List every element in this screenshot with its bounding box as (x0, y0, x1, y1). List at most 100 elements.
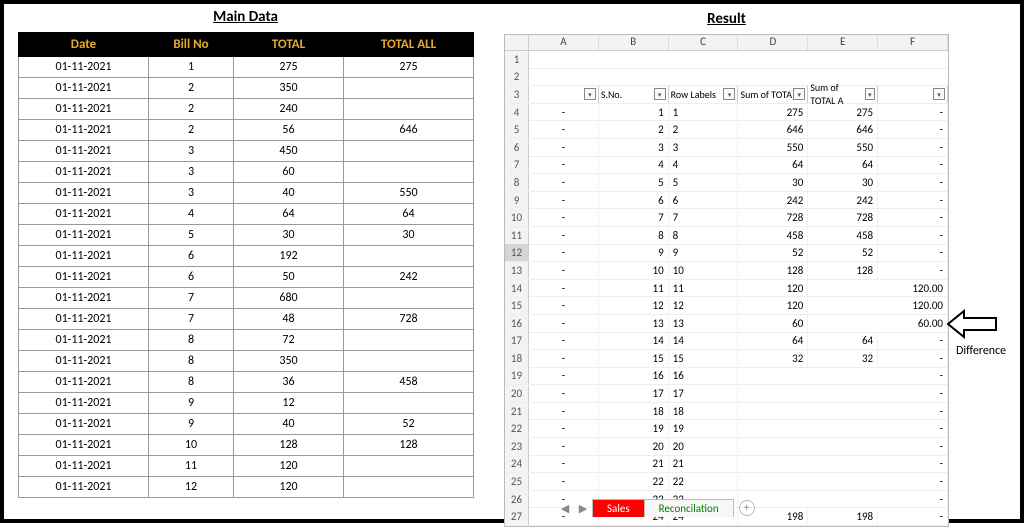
cell[interactable]: 60.00 (878, 315, 948, 332)
row-header[interactable]: 25 (505, 473, 529, 490)
cell[interactable]: 64 (808, 156, 878, 173)
table-cell[interactable]: 01-11-2021 (19, 78, 149, 99)
cell[interactable]: 15 (669, 350, 739, 367)
cell[interactable]: 5 (669, 174, 739, 191)
table-cell[interactable]: 01-11-2021 (19, 456, 149, 477)
cell[interactable]: 128 (808, 262, 878, 279)
table-cell[interactable] (344, 288, 474, 309)
row-header[interactable]: 6 (505, 139, 529, 156)
table-cell[interactable]: 128 (234, 435, 344, 456)
cell[interactable]: - (529, 455, 599, 472)
cell[interactable]: 458 (738, 227, 808, 244)
cell[interactable]: - (878, 104, 948, 121)
table-cell[interactable]: 01-11-2021 (19, 246, 149, 267)
table-cell[interactable]: 192 (234, 246, 344, 267)
row-header[interactable]: 4 (505, 104, 529, 121)
cell[interactable]: 15 (599, 350, 669, 367)
cell[interactable]: 64 (738, 332, 808, 349)
cell[interactable]: 13 (599, 315, 669, 332)
table-cell[interactable]: 01-11-2021 (19, 330, 149, 351)
row-header[interactable]: 8 (505, 174, 529, 191)
cell[interactable]: - (529, 473, 599, 490)
row-header[interactable]: 17 (505, 332, 529, 349)
cell[interactable]: 7 (599, 209, 669, 226)
cell[interactable]: 242 (738, 192, 808, 209)
table-cell[interactable]: 450 (234, 141, 344, 162)
filter-header[interactable]: Sum of TOTAL A▾ (808, 86, 878, 103)
table-cell[interactable]: 01-11-2021 (19, 393, 149, 414)
table-cell[interactable]: 01-11-2021 (19, 351, 149, 372)
cell[interactable]: - (529, 139, 599, 156)
cell[interactable]: - (529, 104, 599, 121)
table-cell[interactable]: 728 (344, 309, 474, 330)
cell[interactable]: - (878, 244, 948, 261)
cell[interactable]: - (878, 227, 948, 244)
cell[interactable]: - (878, 262, 948, 279)
row-header[interactable]: 10 (505, 209, 529, 226)
row-header[interactable]: 18 (505, 350, 529, 367)
filter-dropdown-icon[interactable]: ▾ (793, 88, 805, 100)
col-header-B[interactable]: B (599, 35, 669, 50)
cell[interactable]: 14 (669, 332, 739, 349)
table-cell[interactable]: 240 (234, 99, 344, 120)
cell[interactable]: - (529, 297, 599, 314)
table-cell[interactable]: 01-11-2021 (19, 372, 149, 393)
cell[interactable]: - (878, 367, 948, 384)
table-cell[interactable]: 3 (149, 183, 234, 204)
cell[interactable]: 646 (738, 121, 808, 138)
cell[interactable]: 19 (599, 420, 669, 437)
cell[interactable]: - (878, 438, 948, 455)
table-cell[interactable]: 458 (344, 372, 474, 393)
table-cell[interactable]: 72 (234, 330, 344, 351)
cell[interactable]: - (529, 121, 599, 138)
row-header[interactable]: 19 (505, 367, 529, 384)
table-cell[interactable]: 6 (149, 246, 234, 267)
table-cell[interactable]: 30 (234, 225, 344, 246)
cell[interactable]: 60 (738, 315, 808, 332)
cell[interactable]: - (878, 209, 948, 226)
cell[interactable]: 32 (738, 350, 808, 367)
col-header-C[interactable]: C (669, 35, 739, 50)
cell[interactable]: 2 (669, 121, 739, 138)
cell[interactable]: - (529, 209, 599, 226)
table-cell[interactable]: 8 (149, 351, 234, 372)
cell[interactable]: - (529, 192, 599, 209)
cell[interactable]: 11 (669, 280, 739, 297)
cell[interactable]: 120.00 (878, 280, 948, 297)
table-cell[interactable]: 8 (149, 372, 234, 393)
cell[interactable]: 12 (669, 297, 739, 314)
table-cell[interactable]: 30 (344, 225, 474, 246)
cell[interactable]: 52 (738, 244, 808, 261)
table-cell[interactable]: 40 (234, 414, 344, 435)
table-cell[interactable] (344, 99, 474, 120)
cell[interactable]: - (878, 174, 948, 191)
table-cell[interactable]: 01-11-2021 (19, 99, 149, 120)
cell[interactable]: 458 (808, 227, 878, 244)
row-header[interactable]: 23 (505, 438, 529, 455)
cell[interactable]: - (878, 403, 948, 420)
table-cell[interactable]: 5 (149, 225, 234, 246)
table-cell[interactable]: 7 (149, 309, 234, 330)
cell[interactable]: - (529, 385, 599, 402)
table-cell[interactable]: 128 (344, 435, 474, 456)
cell[interactable]: - (878, 473, 948, 490)
table-cell[interactable]: 9 (149, 414, 234, 435)
cell[interactable]: - (878, 455, 948, 472)
table-cell[interactable]: 50 (234, 267, 344, 288)
table-cell[interactable]: 275 (344, 57, 474, 78)
cell[interactable]: 120 (738, 297, 808, 314)
cell[interactable]: 2 (599, 121, 669, 138)
table-cell[interactable]: 8 (149, 330, 234, 351)
table-cell[interactable]: 9 (149, 393, 234, 414)
table-cell[interactable]: 2 (149, 99, 234, 120)
table-cell[interactable]: 2 (149, 78, 234, 99)
table-cell[interactable]: 646 (344, 120, 474, 141)
cell[interactable]: - (878, 350, 948, 367)
table-cell[interactable]: 01-11-2021 (19, 183, 149, 204)
cell[interactable]: 550 (738, 139, 808, 156)
table-cell[interactable] (344, 141, 474, 162)
row-header[interactable]: 14 (505, 280, 529, 297)
cell[interactable]: 7 (669, 209, 739, 226)
cell[interactable]: 6 (599, 192, 669, 209)
table-cell[interactable]: 01-11-2021 (19, 204, 149, 225)
